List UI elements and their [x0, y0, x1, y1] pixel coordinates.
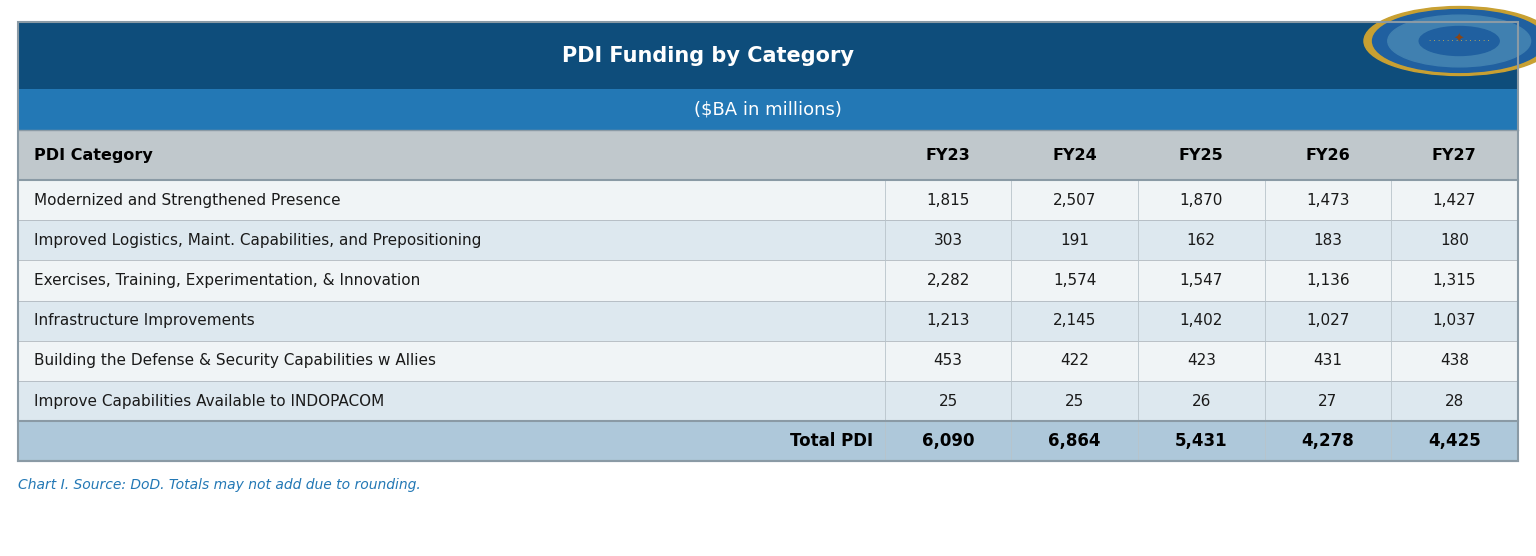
- Bar: [18, 180, 1518, 220]
- Text: 1,427: 1,427: [1433, 192, 1476, 207]
- Bar: [18, 381, 1518, 421]
- Text: 26: 26: [1192, 394, 1210, 409]
- Text: 28: 28: [1445, 394, 1464, 409]
- Bar: [18, 301, 1518, 341]
- Text: PDI Category: PDI Category: [34, 148, 152, 163]
- Text: 180: 180: [1439, 233, 1468, 248]
- Text: 431: 431: [1313, 354, 1342, 369]
- Text: 5,431: 5,431: [1175, 433, 1227, 450]
- Text: Building the Defense & Security Capabilities w Allies: Building the Defense & Security Capabili…: [34, 354, 436, 369]
- Text: 1,027: 1,027: [1306, 313, 1350, 328]
- Text: 25: 25: [1064, 394, 1084, 409]
- Text: Infrastructure Improvements: Infrastructure Improvements: [34, 313, 255, 328]
- Text: 1,402: 1,402: [1180, 313, 1223, 328]
- Circle shape: [1373, 9, 1536, 72]
- Circle shape: [1387, 15, 1530, 67]
- Text: 1,473: 1,473: [1306, 192, 1350, 207]
- Bar: [18, 130, 1518, 180]
- Text: 1,547: 1,547: [1180, 273, 1223, 288]
- Text: Total PDI: Total PDI: [790, 433, 872, 450]
- Bar: [18, 260, 1518, 301]
- Bar: [18, 421, 1518, 461]
- Text: 191: 191: [1060, 233, 1089, 248]
- Text: 4,425: 4,425: [1428, 433, 1481, 450]
- Bar: [18, 220, 1518, 260]
- Text: 4,278: 4,278: [1301, 433, 1355, 450]
- Text: 6,864: 6,864: [1049, 433, 1101, 450]
- Text: Exercises, Training, Experimentation, & Innovation: Exercises, Training, Experimentation, & …: [34, 273, 419, 288]
- Text: Modernized and Strengthened Presence: Modernized and Strengthened Presence: [34, 192, 341, 207]
- Text: 303: 303: [934, 233, 963, 248]
- Text: 1,213: 1,213: [926, 313, 969, 328]
- Text: FY24: FY24: [1052, 148, 1097, 163]
- Text: 1,037: 1,037: [1433, 313, 1476, 328]
- Text: 1,815: 1,815: [926, 192, 969, 207]
- Text: FY26: FY26: [1306, 148, 1350, 163]
- Bar: [18, 22, 1518, 90]
- Text: 2,507: 2,507: [1054, 192, 1097, 207]
- Circle shape: [1364, 7, 1536, 76]
- Text: 27: 27: [1318, 394, 1338, 409]
- Text: Improved Logistics, Maint. Capabilities, and Prepositioning: Improved Logistics, Maint. Capabilities,…: [34, 233, 481, 248]
- Text: 453: 453: [934, 354, 963, 369]
- Text: Chart I. Source: DoD. Totals may not add due to rounding.: Chart I. Source: DoD. Totals may not add…: [18, 478, 421, 492]
- Text: 2,282: 2,282: [926, 273, 969, 288]
- Text: FY25: FY25: [1178, 148, 1224, 163]
- Text: 438: 438: [1439, 354, 1468, 369]
- Text: FY23: FY23: [926, 148, 971, 163]
- Text: Improve Capabilities Available to INDOPACOM: Improve Capabilities Available to INDOPA…: [34, 394, 384, 409]
- Text: 423: 423: [1187, 354, 1217, 369]
- Text: 162: 162: [1187, 233, 1217, 248]
- Bar: [18, 341, 1518, 381]
- Text: ✦: ✦: [1455, 33, 1464, 46]
- Text: 183: 183: [1313, 233, 1342, 248]
- Text: 2,145: 2,145: [1054, 313, 1097, 328]
- Bar: [18, 90, 1518, 130]
- Text: FY27: FY27: [1432, 148, 1476, 163]
- Text: 1,870: 1,870: [1180, 192, 1223, 207]
- Text: PDI Funding by Category: PDI Funding by Category: [562, 46, 854, 66]
- Circle shape: [1419, 27, 1499, 56]
- Text: 1,315: 1,315: [1433, 273, 1476, 288]
- Text: 422: 422: [1060, 354, 1089, 369]
- Text: 25: 25: [938, 394, 958, 409]
- Bar: [18, 22, 1518, 461]
- Text: 1,136: 1,136: [1306, 273, 1350, 288]
- Text: 1,574: 1,574: [1054, 273, 1097, 288]
- Text: · · · · · · · · · · · · · ·: · · · · · · · · · · · · · ·: [1428, 38, 1490, 44]
- Text: 6,090: 6,090: [922, 433, 974, 450]
- Text: ($BA in millions): ($BA in millions): [694, 101, 842, 119]
